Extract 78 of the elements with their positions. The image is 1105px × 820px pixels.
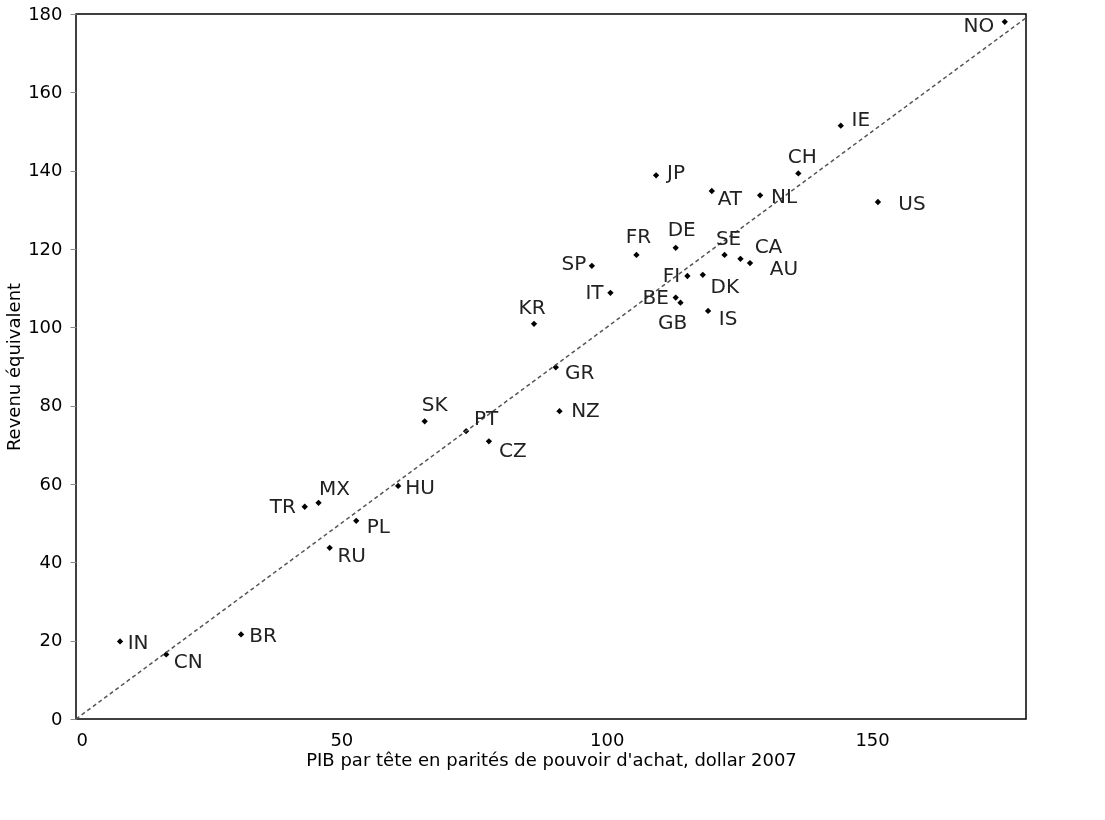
- annotation: BR: [249, 623, 277, 648]
- annotation: NO: [963, 12, 995, 37]
- y-tick-label: 60: [39, 472, 63, 494]
- annotation: IS: [718, 305, 738, 330]
- x-tick-label: 150: [855, 728, 890, 750]
- annotation: TR: [268, 493, 296, 518]
- y-tick-label: 120: [28, 237, 63, 259]
- point: [684, 272, 691, 280]
- point: [421, 418, 428, 425]
- annotation: DE: [667, 216, 696, 241]
- point: [746, 259, 754, 267]
- x-tick-label: 50: [330, 728, 354, 750]
- annotation: CH: [787, 144, 817, 169]
- y-tick-label: 180: [28, 2, 63, 24]
- point: [394, 482, 402, 490]
- point: [699, 271, 706, 279]
- point: [721, 251, 728, 259]
- annotation: CN: [173, 649, 203, 674]
- annotation: IN: [127, 630, 149, 655]
- annotation: HU: [405, 474, 435, 499]
- x-tick-label: 0: [76, 728, 88, 750]
- annotation: MX: [319, 475, 351, 500]
- annotation: SP: [561, 250, 587, 275]
- annotation: AT: [717, 186, 743, 211]
- annotation: KR: [518, 294, 546, 319]
- annotation: PL: [366, 513, 391, 538]
- point: [756, 192, 764, 199]
- point: [607, 289, 614, 297]
- point: [552, 364, 559, 371]
- y-tick-label: 100: [28, 315, 63, 337]
- point: [353, 517, 360, 524]
- point: [315, 499, 322, 506]
- y-tick-label: 80: [39, 394, 63, 416]
- annotation: DK: [710, 273, 740, 298]
- point: [677, 299, 684, 306]
- point: [704, 307, 712, 315]
- annotation: CA: [754, 233, 783, 258]
- point: [837, 122, 844, 129]
- point: [795, 170, 802, 177]
- annotation: GB: [657, 309, 688, 334]
- annotation: CZ: [499, 438, 527, 463]
- annotation: IE: [851, 106, 871, 131]
- point: [326, 544, 333, 551]
- point: [672, 294, 679, 301]
- annotation: NL: [771, 184, 799, 209]
- point: [556, 407, 563, 415]
- annotation: SK: [421, 392, 449, 417]
- y-tick-label: 0: [51, 707, 63, 729]
- x-axis-title: PIB par tête en parités de pouvoir d'achat, dollar 2007: [306, 748, 797, 770]
- annotation: AU: [769, 256, 799, 281]
- point: [737, 255, 744, 262]
- point: [652, 172, 660, 179]
- annotation: NZ: [571, 398, 600, 423]
- point: [485, 438, 493, 445]
- annotation: IT: [585, 279, 605, 304]
- annotation: GR: [565, 360, 595, 385]
- point: [874, 198, 882, 206]
- point: [588, 262, 596, 269]
- annotation: PT: [473, 406, 499, 431]
- y-tick-label: 160: [28, 80, 63, 102]
- point: [530, 320, 538, 327]
- y-tick-label: 40: [39, 550, 63, 572]
- annotation: JP: [665, 160, 686, 185]
- annotation: RU: [337, 542, 366, 567]
- point: [1001, 18, 1008, 25]
- y-axis-title: Revenu équivalent: [3, 282, 25, 452]
- annotation: US: [898, 191, 926, 215]
- y-tick-label: 140: [28, 159, 63, 181]
- y-tick-label: 20: [39, 629, 63, 651]
- point: [633, 251, 640, 259]
- annotation: SE: [715, 225, 742, 250]
- point: [116, 638, 124, 645]
- point: [672, 244, 679, 251]
- point: [301, 503, 308, 510]
- annotation: FR: [625, 223, 652, 248]
- point: [237, 631, 245, 638]
- x-tick-label: 100: [590, 728, 625, 750]
- point: [708, 187, 715, 195]
